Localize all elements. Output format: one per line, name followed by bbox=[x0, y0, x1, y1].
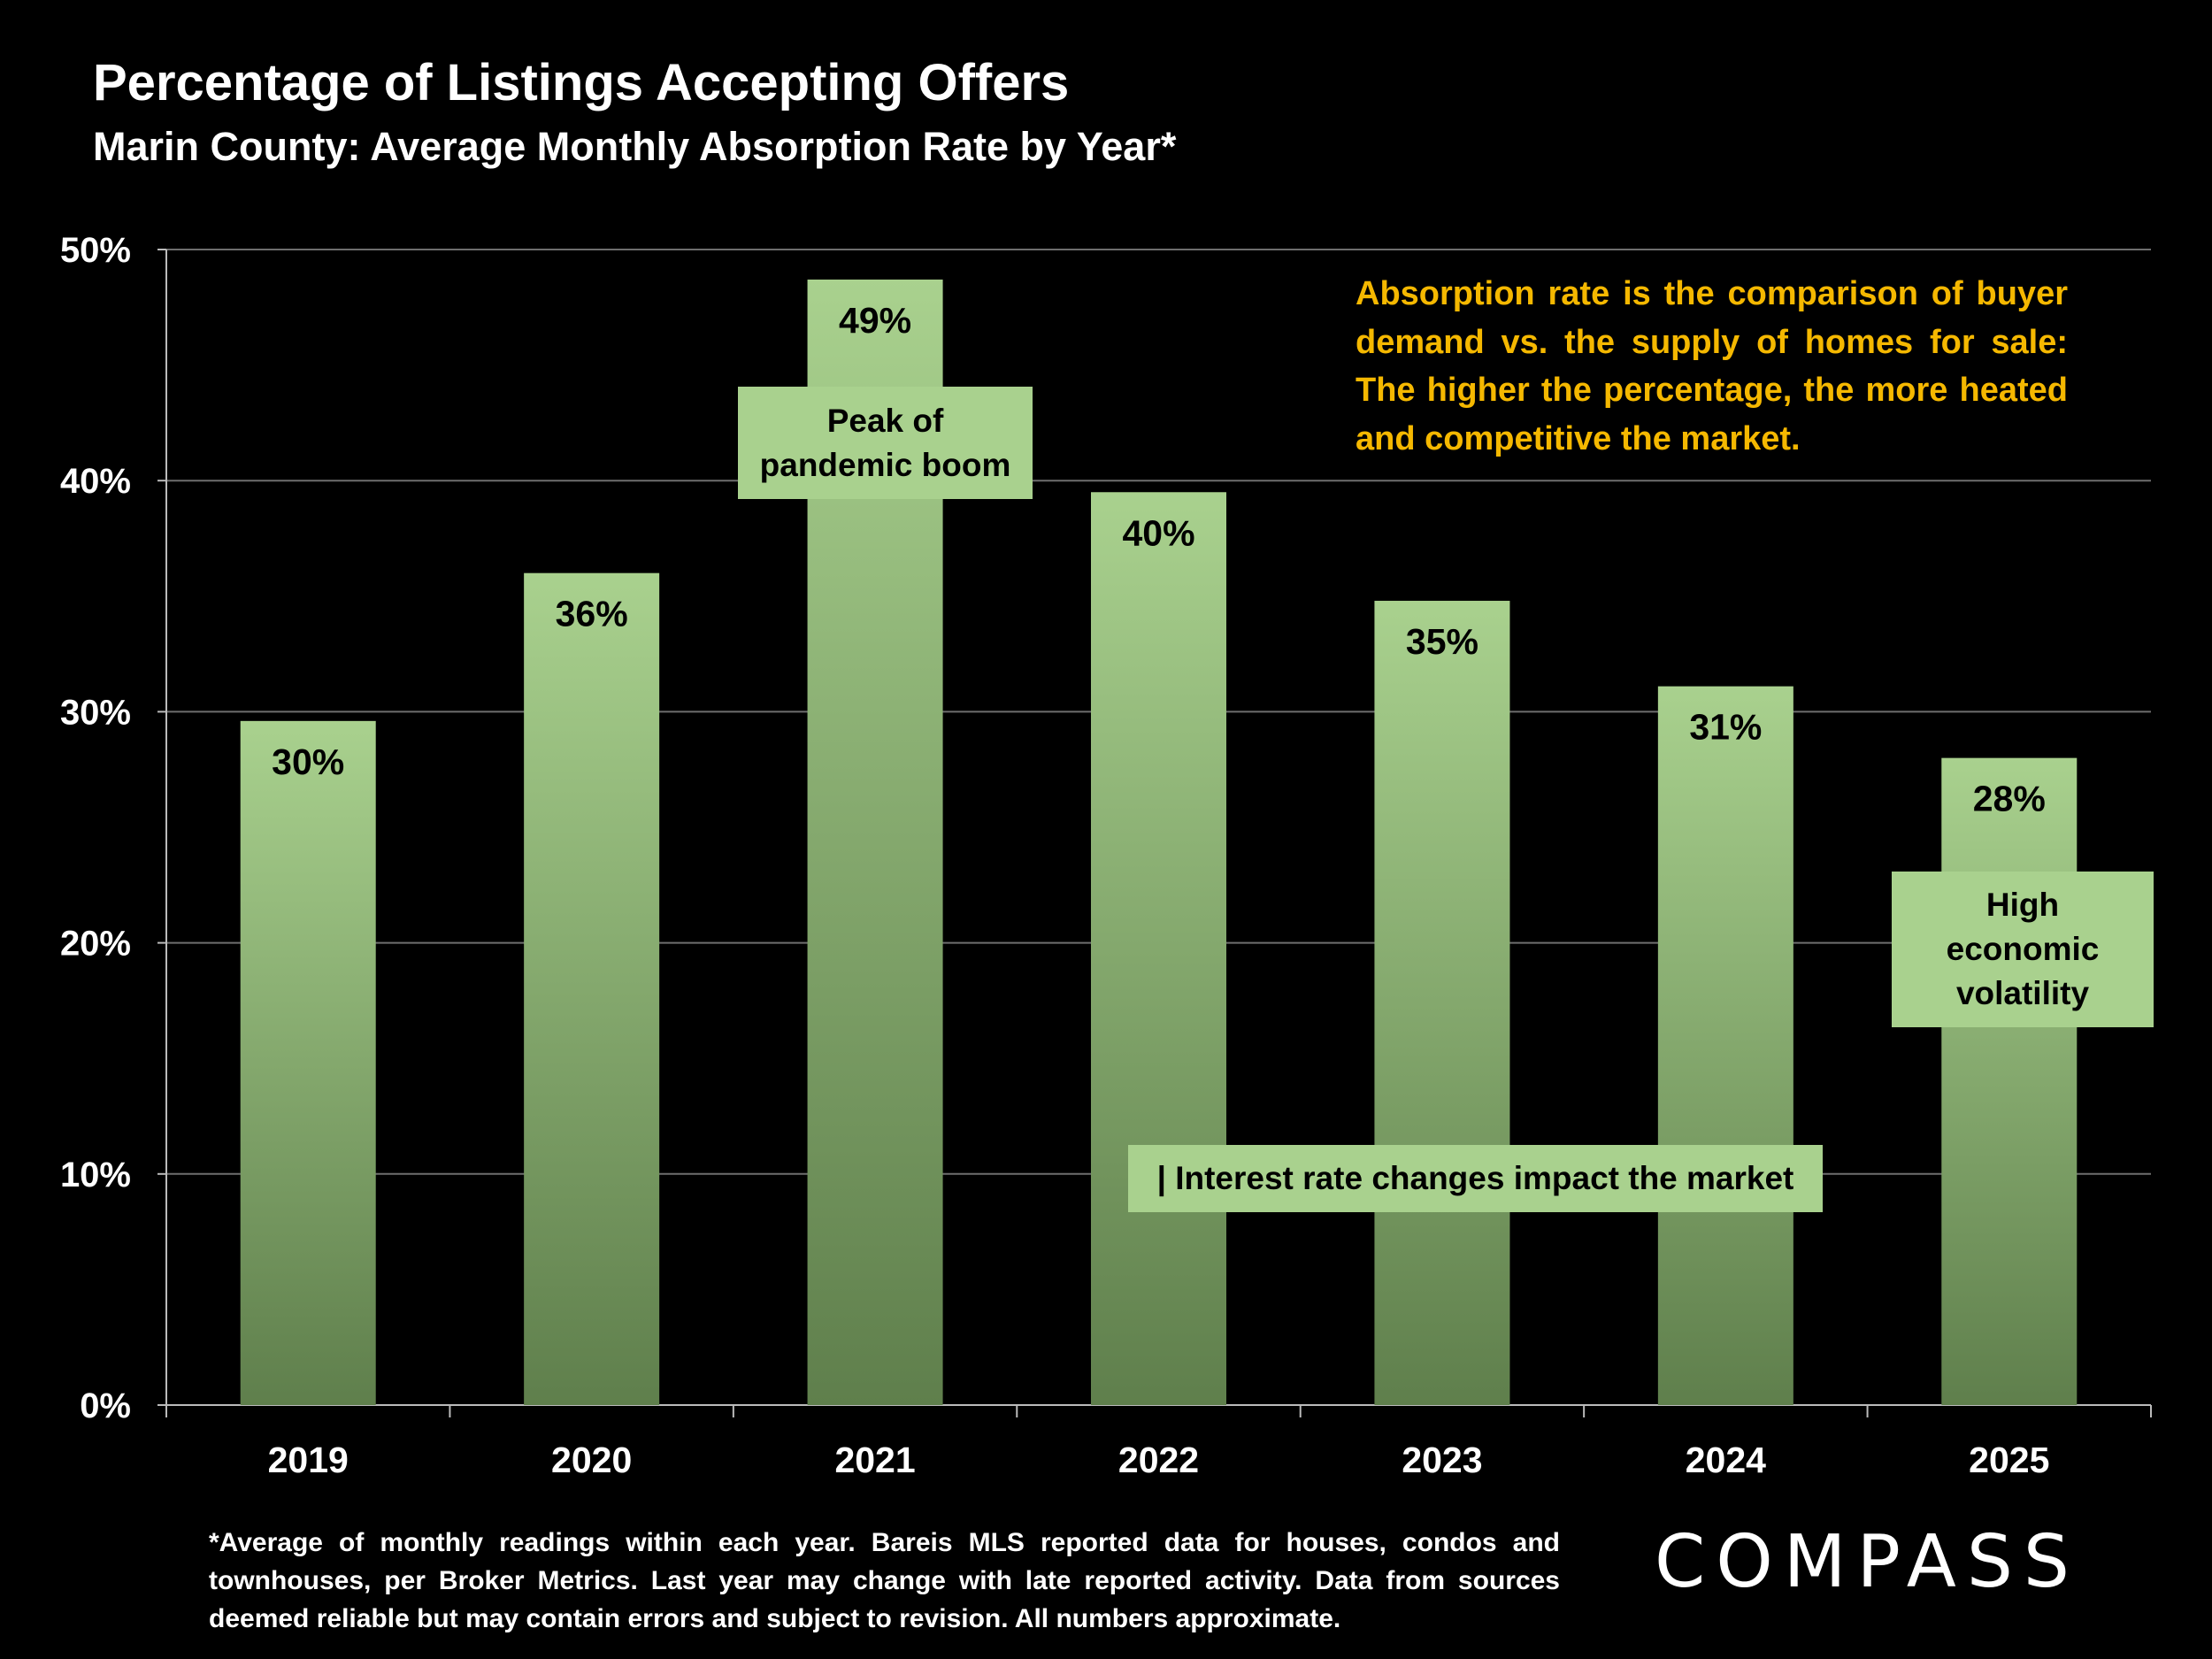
chart-title: Percentage of Listings Accepting Offers bbox=[93, 54, 1070, 111]
absorption-rate-note: Absorption rate is the comparison of buy… bbox=[1356, 275, 2068, 457]
callout-volatility-text: High economic volatility bbox=[1946, 887, 2100, 1011]
footnote: *Average of monthly readings within each… bbox=[209, 1528, 1560, 1633]
data-label-2021: 49% bbox=[839, 300, 911, 341]
x-tick-label-2024: 2024 bbox=[1686, 1440, 1766, 1480]
y-tick-label: 0% bbox=[80, 1386, 131, 1425]
x-tick-label-2023: 2023 bbox=[1402, 1440, 1482, 1480]
callout-peak-pandemic: Peak of pandemic boom bbox=[738, 387, 1033, 499]
x-tick-label-2021: 2021 bbox=[834, 1440, 915, 1480]
callout-peak-text: Peak of pandemic boom bbox=[759, 402, 1011, 483]
x-tick-label-2022: 2022 bbox=[1118, 1440, 1199, 1480]
y-tick-label: 20% bbox=[60, 925, 131, 964]
y-tick-label: 10% bbox=[60, 1156, 131, 1194]
compass-logo: COMPASS bbox=[1655, 1520, 2080, 1604]
data-label-2025: 28% bbox=[1973, 779, 2046, 819]
data-label-2020: 36% bbox=[556, 594, 628, 634]
data-label-2019: 30% bbox=[272, 741, 344, 782]
bar-2022 bbox=[1091, 492, 1226, 1405]
y-tick-label: 40% bbox=[60, 462, 131, 501]
bar-2020 bbox=[524, 572, 660, 1405]
bar-2024 bbox=[1657, 686, 1793, 1405]
x-tick-label-2019: 2019 bbox=[268, 1440, 349, 1480]
data-label-2022: 40% bbox=[1122, 512, 1194, 553]
y-tick-label: 50% bbox=[60, 231, 131, 270]
x-tick-label-2020: 2020 bbox=[551, 1440, 632, 1480]
bar-2019 bbox=[240, 720, 376, 1405]
callout-interest-rate: | Interest rate changes impact the marke… bbox=[1128, 1145, 1823, 1212]
chart-subtitle: Marin County: Average Monthly Absorption… bbox=[93, 124, 1177, 169]
data-label-2024: 31% bbox=[1689, 707, 1762, 748]
x-tick-label-2025: 2025 bbox=[1969, 1440, 2049, 1480]
callout-interest-text: | Interest rate changes impact the marke… bbox=[1156, 1160, 1794, 1196]
bar-2023 bbox=[1374, 601, 1510, 1405]
data-label-2023: 35% bbox=[1406, 621, 1479, 662]
callout-economic-volatility: High economic volatility bbox=[1892, 872, 2154, 1027]
y-tick-label: 30% bbox=[60, 693, 131, 732]
bar-2025 bbox=[1941, 757, 2078, 1405]
